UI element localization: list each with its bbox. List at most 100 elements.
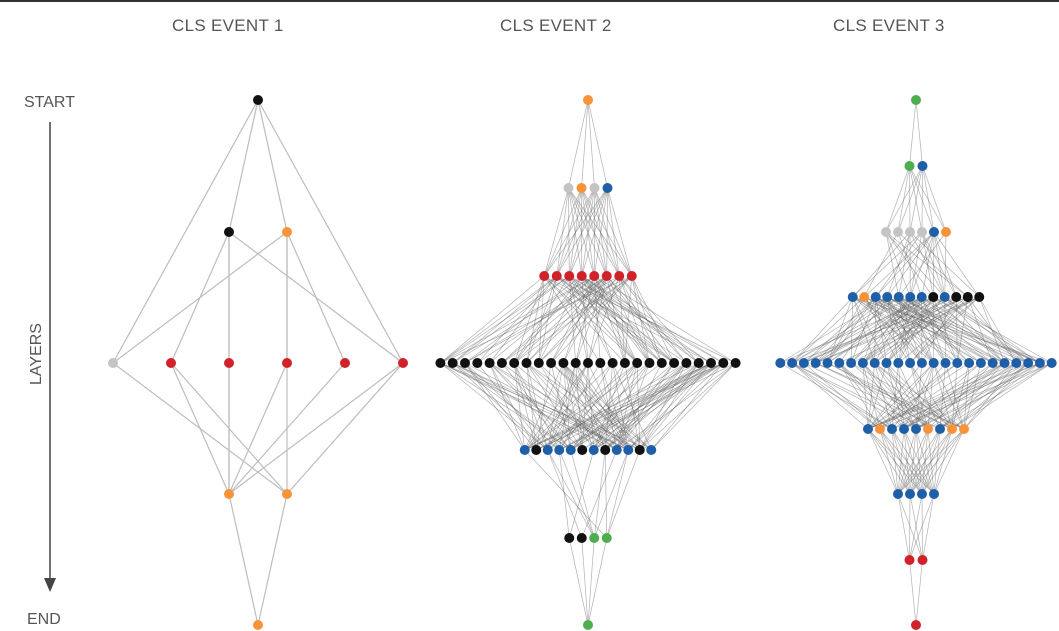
edge-line	[587, 99, 595, 189]
node-blue	[1023, 358, 1034, 368]
node-blue	[882, 292, 893, 302]
edge-line	[879, 428, 911, 495]
edge-line	[885, 165, 910, 233]
edge-line	[897, 296, 911, 364]
edge-line	[582, 362, 724, 451]
edge-line	[875, 296, 1041, 364]
node-black	[564, 533, 575, 543]
edge-line	[951, 362, 1041, 430]
edge-line	[815, 296, 968, 364]
edge-line	[815, 296, 934, 364]
edge-line	[604, 449, 608, 539]
edge-line	[563, 275, 595, 364]
edge-line	[887, 296, 993, 364]
edge-line	[791, 296, 968, 364]
edge-line	[791, 362, 929, 430]
edge-line	[639, 362, 736, 451]
edge-line	[547, 362, 589, 451]
node-blue	[881, 358, 892, 368]
edge-line	[550, 362, 572, 451]
edge-line	[933, 428, 965, 495]
edge-line	[112, 99, 259, 364]
edge-line	[568, 187, 608, 277]
node-gray	[589, 183, 600, 193]
edge-line	[933, 231, 980, 298]
edge-line	[909, 231, 980, 298]
edge-line	[524, 362, 724, 451]
edge-line	[513, 275, 583, 364]
edge-line	[903, 362, 1017, 430]
edge-line	[536, 362, 724, 451]
edge-line	[570, 362, 638, 451]
edge-line	[489, 362, 537, 451]
node-blue	[940, 358, 951, 368]
edge-line	[606, 275, 675, 364]
edge-line	[791, 362, 917, 430]
node-black	[600, 445, 611, 455]
edge-line	[538, 275, 545, 364]
edge-line	[559, 362, 736, 451]
edge-line	[967, 296, 994, 364]
edge-line	[951, 362, 970, 430]
edge-line	[909, 428, 929, 495]
edge-line	[933, 428, 941, 495]
edge-line	[464, 275, 582, 364]
edge-line	[915, 362, 1052, 430]
edge-line	[879, 362, 958, 430]
edge-line	[452, 275, 570, 364]
node-gray	[893, 227, 903, 237]
node-orange	[583, 95, 593, 105]
edge-line	[852, 296, 1052, 364]
edge-line	[563, 362, 572, 451]
edge-line	[944, 296, 1029, 364]
edge-line	[862, 362, 929, 430]
edge-line	[909, 165, 923, 233]
edge-line	[616, 362, 663, 451]
node-orange	[859, 292, 870, 302]
edge-line	[921, 296, 1005, 364]
edge-line	[452, 362, 571, 451]
edge-line	[921, 296, 946, 364]
node-red	[917, 555, 928, 565]
edge-line	[944, 296, 946, 364]
edge-line	[898, 296, 923, 364]
edge-line	[569, 275, 663, 364]
edge-line	[867, 428, 923, 495]
node-orange	[282, 489, 292, 499]
edge-line	[815, 296, 980, 364]
edge-line	[862, 296, 934, 364]
edge-line	[921, 296, 958, 364]
edge-line	[569, 275, 724, 364]
node-black	[644, 358, 655, 368]
edge-line	[558, 449, 595, 539]
edge-line	[286, 362, 404, 495]
edge-line	[581, 537, 589, 626]
edge-line	[932, 296, 958, 364]
edge-line	[886, 296, 946, 364]
edge-line	[827, 296, 854, 364]
node-black	[531, 445, 542, 455]
edge-line	[440, 275, 570, 364]
edge-line	[228, 362, 346, 495]
edge-line	[575, 275, 608, 364]
edge-line	[464, 275, 607, 364]
node-gray	[108, 358, 118, 368]
edge-line	[489, 362, 617, 451]
edge-line	[879, 362, 934, 430]
edge-line	[538, 275, 583, 364]
edge-line	[903, 362, 1029, 430]
edge-line	[581, 362, 589, 451]
node-red	[398, 358, 408, 368]
edge-line	[897, 165, 923, 233]
edge-line	[879, 362, 982, 430]
edge-line	[616, 362, 638, 451]
node-green	[583, 620, 593, 630]
edge-line	[563, 362, 629, 451]
edge-line	[440, 275, 557, 364]
node-black	[607, 358, 618, 368]
edge-line	[440, 362, 652, 451]
edge-line	[639, 362, 687, 451]
edge-line	[897, 428, 917, 495]
edge-line	[568, 187, 582, 277]
edge-line	[951, 362, 958, 430]
